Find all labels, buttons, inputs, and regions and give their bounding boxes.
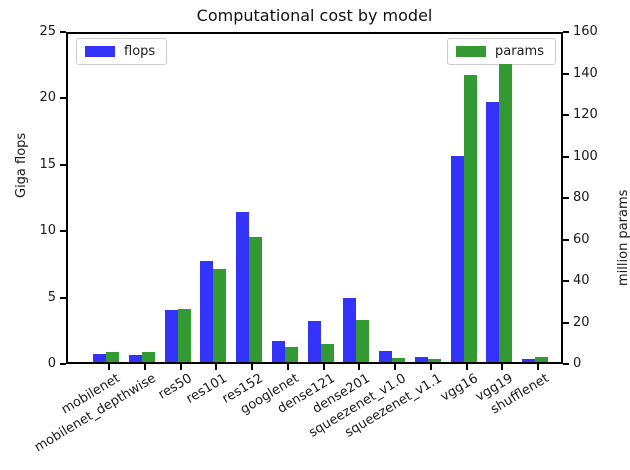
flops-bar [200,261,214,362]
x-tick-mark [537,364,539,370]
legend-flops-label: flops [124,44,156,59]
flops-bar [414,357,428,362]
x-tick-mark [322,364,325,370]
x-tick-mark [429,364,432,370]
y-right-tick-mark [563,321,569,324]
x-tick-mark [179,364,182,370]
y-right-tick-mark [563,31,569,33]
params-bar [427,359,441,362]
flops-bar [379,351,392,362]
y-right-tick-mark [563,197,569,199]
params-bar [177,309,191,362]
params-bar [499,64,513,362]
y-right-tick-mark [563,280,569,282]
plot-area: flops params [66,32,563,364]
y-right-tick-mark [563,72,569,75]
y-right-tick-mark [563,363,569,365]
y-left-tick-label: 20 [39,90,56,106]
y-axis-right-label: million params [616,189,630,286]
legend-flops: flops [76,38,168,65]
params-bar [249,237,262,362]
params-bar [284,347,298,362]
flops-bar [271,341,285,362]
y-left-tick-mark [60,31,66,33]
params-bar [141,352,155,362]
y-right-tick-label: 160 [573,24,598,39]
params-bar [356,320,370,362]
y-left-tick-label: 0 [47,356,56,371]
params-swatch-icon [456,46,487,57]
params-bar [106,352,119,362]
y-right-tick-label: 60 [573,231,590,247]
y-left-tick-mark [60,163,66,166]
flops-bar [450,156,464,362]
flops-bar [307,321,321,362]
y-left-tick-mark [60,230,66,233]
params-bar [535,357,548,362]
y-left-tick-label: 10 [39,223,56,239]
params-bar [392,358,405,362]
x-tick-mark [215,364,218,370]
y-right-tick-label: 40 [573,273,590,288]
x-tick-mark [251,364,253,370]
x-tick-mark [143,364,146,370]
y-left-tick-mark [60,296,66,299]
y-right-tick-label: 140 [573,65,598,81]
flops-bar [93,354,106,362]
y-left-tick-mark [60,97,66,100]
x-tick-mark [108,364,110,370]
y-right-tick-label: 120 [573,107,598,122]
x-tick-mark [286,364,289,370]
flops-bar [128,355,142,362]
x-tick-mark [501,364,504,370]
flops-bar [486,102,500,362]
legend-params-label: params [495,44,544,59]
legend-params: params [447,38,556,65]
y-left-tick-mark [60,363,66,365]
params-bar [463,75,477,362]
y-right-tick-mark [563,238,569,241]
y-left-tick-label: 5 [47,289,56,305]
y-left-tick-label: 25 [39,24,56,39]
x-tick-mark [465,364,468,370]
params-bar [213,269,227,362]
x-tick-mark [358,364,361,370]
flops-bar [522,359,535,362]
flops-bar [343,298,357,362]
x-tick-mark [394,364,396,370]
y-right-tick-mark [563,114,569,116]
y-right-tick-label: 100 [573,148,598,164]
y-right-tick-label: 0 [573,356,582,371]
flops-bar [164,310,178,362]
chart-title: Computational cost by model [196,6,433,25]
y-right-tick-mark [563,155,569,158]
flops-swatch-icon [85,46,115,57]
y-right-tick-label: 80 [573,190,590,205]
flops-bar [236,212,249,362]
y-right-tick-label: 20 [573,314,590,330]
y-left-tick-label: 15 [39,156,56,172]
params-bar [320,344,334,362]
